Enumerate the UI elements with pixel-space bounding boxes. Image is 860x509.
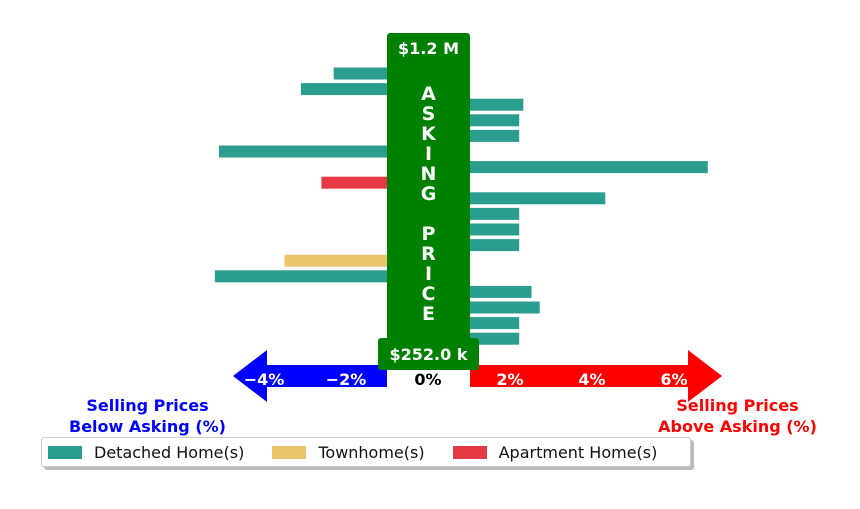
legend-item-detached: Detached Home(s) (48, 443, 244, 462)
left-arrow (233, 350, 387, 402)
tick-label: 4% (578, 370, 605, 389)
bar (470, 114, 520, 127)
legend-item-townhome: Townhome(s) (272, 442, 425, 462)
bar (470, 223, 520, 236)
right-side-label: Selling Prices Above Asking (%) (658, 396, 817, 436)
legend-swatch-detached (48, 445, 82, 459)
bar (470, 285, 532, 298)
legend: Detached Home(s) Townhome(s) Apartment H… (41, 437, 691, 467)
tick-label: 6% (660, 370, 687, 389)
band-letter: R (421, 243, 436, 265)
left-side-label: Selling Prices Below Asking (%) (69, 396, 226, 436)
bar (470, 332, 520, 345)
axis-arrows (233, 350, 722, 402)
bar (333, 67, 387, 80)
legend-swatch-townhome (272, 445, 307, 459)
band-letter: S (422, 103, 436, 125)
legend-label-townhome: Townhome(s) (318, 442, 425, 462)
band-letter: N (421, 163, 437, 185)
tick-label: −2% (326, 370, 367, 389)
tick-label: −4% (244, 370, 285, 389)
bar (470, 129, 520, 142)
bar (214, 270, 387, 283)
bar (470, 301, 540, 314)
min-price-box (378, 338, 479, 370)
max-price-label: $1.2 M (398, 39, 459, 58)
bar (470, 207, 520, 220)
band-letter: I (425, 263, 432, 285)
tick-label: 2% (496, 370, 523, 389)
bar (470, 161, 708, 174)
bar (470, 239, 520, 252)
band-letter: K (421, 123, 437, 145)
tick-labels: −4% −2% 0% 2% 4% 6% (244, 370, 688, 389)
legend-item-apartment: Apartment Home(s) (452, 442, 658, 462)
min-price-label: $252.0 k (390, 345, 468, 364)
band-letter: E (422, 303, 435, 325)
band-letter: A (421, 83, 436, 105)
bar (284, 254, 387, 267)
bar (321, 176, 387, 189)
legend-label-apartment: Apartment Home(s) (498, 442, 658, 462)
bar (470, 192, 606, 205)
band-letter: P (422, 223, 436, 245)
legend-swatch-apartment (452, 445, 487, 459)
bar (470, 317, 520, 330)
band-letter: I (425, 143, 432, 165)
band-body (387, 55, 470, 345)
max-price-box (387, 33, 470, 63)
right-arrow (470, 350, 722, 402)
legend-label-detached: Detached Home(s) (94, 442, 245, 462)
band-letter: C (422, 283, 436, 305)
band-letter: G (421, 183, 437, 205)
bar (300, 83, 387, 96)
bar (470, 98, 524, 111)
bar (218, 145, 387, 158)
tick-label: 0% (414, 370, 441, 389)
bars-group (214, 67, 708, 345)
